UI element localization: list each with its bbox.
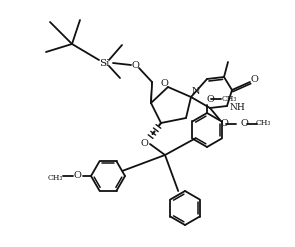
Text: NH: NH [229,103,245,112]
Text: Si: Si [99,59,109,67]
Text: O: O [73,171,81,181]
Text: N: N [192,87,200,97]
Text: O: O [160,79,168,87]
Text: O: O [250,76,258,84]
Text: O: O [240,120,248,128]
Text: CH₃: CH₃ [255,119,271,127]
Text: O: O [206,95,214,103]
Text: CH₃: CH₃ [221,95,237,103]
Text: O: O [140,139,148,147]
Text: O: O [220,120,228,128]
Text: CH₃: CH₃ [47,174,63,182]
Text: O: O [131,61,139,69]
